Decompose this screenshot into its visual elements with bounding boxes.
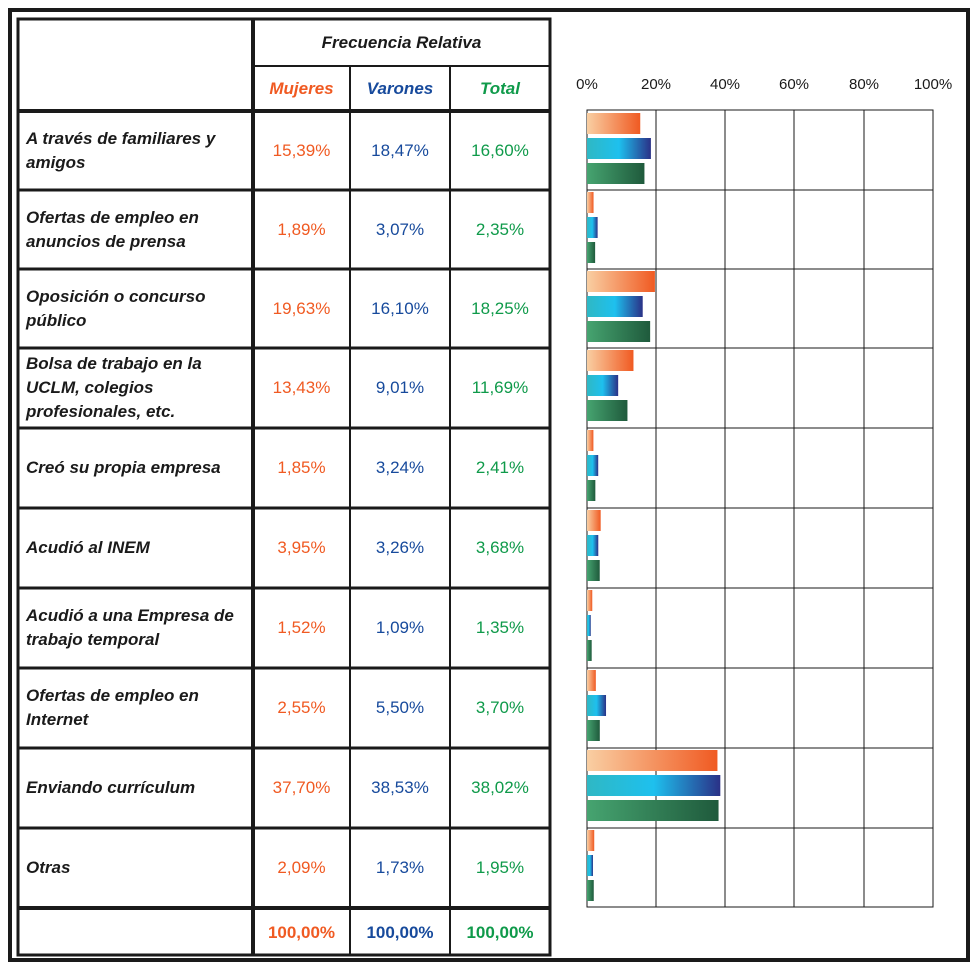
value-total: 11,69%: [471, 378, 529, 397]
value-mujeres: 1,89%: [277, 219, 326, 239]
value-total: 16,60%: [471, 141, 529, 160]
bar-varones: [587, 695, 607, 716]
row-label: Acudió a una Empresa de trabajo temporal: [26, 606, 234, 649]
value-total: 38,02%: [471, 778, 529, 797]
x-tick-label: 80%: [848, 76, 880, 93]
value-total: 18,25%: [471, 298, 529, 318]
row-label: Creó su propia empresa: [26, 458, 221, 477]
x-tick-label: 20%: [640, 76, 672, 93]
value-mujeres: 1,52%: [277, 618, 326, 637]
plot-grid: [586, 109, 934, 908]
bar-varones: [587, 855, 593, 876]
bars-group: [587, 113, 721, 901]
bar-mujeres: [587, 350, 634, 371]
bar-varones: [587, 775, 721, 796]
value-varones: 18,47%: [371, 141, 429, 160]
bar-varones: [587, 455, 599, 476]
total-mujeres: 100,00%: [267, 922, 336, 942]
value-varones: 3,24%: [375, 458, 425, 477]
total-total: 100,00%: [466, 922, 534, 942]
row-label: Otras: [26, 858, 71, 877]
value-mujeres: 3,95%: [277, 538, 326, 557]
bar-total: [587, 242, 596, 263]
x-tick-label: 40%: [709, 76, 741, 93]
bar-total: [587, 560, 600, 581]
bar-mujeres: [587, 830, 595, 851]
bar-total: [587, 800, 719, 821]
row-label: Bolsa de trabajo en la UCLM, colegios pr…: [26, 354, 202, 421]
bar-total: [587, 480, 596, 501]
bar-mujeres: [587, 510, 601, 531]
value-varones: 1,09%: [375, 618, 425, 637]
bar-total: [587, 640, 592, 661]
value-total: 1,95%: [475, 858, 525, 877]
row-label: Oposición o concurso público: [26, 286, 206, 330]
value-total: 3,70%: [475, 698, 525, 717]
bar-mujeres: [587, 271, 655, 292]
value-total: 3,68%: [475, 538, 525, 557]
bar-varones: [587, 138, 651, 159]
bar-varones: [587, 535, 599, 556]
bar-varones: [587, 375, 619, 396]
bar-mujeres: [587, 590, 593, 611]
column-header-varones: Varones: [366, 78, 434, 98]
bar-total: [587, 720, 600, 741]
total-varones: 100,00%: [366, 922, 434, 942]
value-mujeres: 37,70%: [272, 778, 331, 797]
x-tick-label: 0%: [576, 76, 598, 93]
value-varones: 38,53%: [371, 778, 429, 797]
column-header-mujeres: Mujeres: [269, 78, 334, 98]
value-mujeres: 2,09%: [277, 858, 326, 877]
bar-varones: [587, 296, 643, 317]
outer-frame: [8, 8, 970, 962]
value-mujeres: 19,63%: [272, 298, 331, 318]
row-label: A través de familiares y amigos: [26, 129, 216, 172]
bar-varones: [587, 615, 591, 636]
bar-mujeres: [587, 670, 596, 691]
value-mujeres: 2,55%: [277, 698, 326, 717]
bar-total: [587, 321, 651, 342]
bar-total: [587, 400, 628, 421]
row-label: Ofertas de empleo en anuncios de prensa: [26, 207, 199, 251]
bar-mujeres: [587, 113, 641, 134]
value-mujeres: 1,85%: [277, 458, 326, 477]
column-header-total: Total: [480, 78, 520, 98]
bar-varones: [587, 217, 598, 238]
bar-mujeres: [587, 192, 594, 213]
value-total: 2,35%: [475, 219, 525, 239]
value-varones: 9,01%: [375, 378, 425, 397]
x-tick-label: 60%: [778, 76, 810, 93]
value-varones: 1,73%: [375, 858, 425, 877]
table-grid: [16, 17, 552, 957]
x-tick-label: 100%: [913, 76, 953, 93]
bar-total: [587, 163, 645, 184]
bar-mujeres: [587, 750, 718, 771]
row-label: Ofertas de empleo en Internet: [26, 686, 199, 729]
value-total: 2,41%: [475, 458, 525, 477]
row-label: Acudió al INEM: [26, 538, 150, 557]
value-total: 1,35%: [475, 618, 525, 637]
value-mujeres: 13,43%: [272, 378, 331, 397]
group-title: Frecuencia Relativa: [321, 32, 482, 52]
bar-mujeres: [587, 430, 594, 451]
row-label: Enviando currículum: [26, 778, 196, 797]
value-varones: 5,50%: [375, 698, 425, 717]
value-varones: 16,10%: [371, 298, 429, 318]
value-varones: 3,26%: [375, 538, 425, 557]
value-mujeres: 15,39%: [272, 141, 331, 160]
bar-total: [587, 880, 594, 901]
value-varones: 3,07%: [375, 219, 425, 239]
